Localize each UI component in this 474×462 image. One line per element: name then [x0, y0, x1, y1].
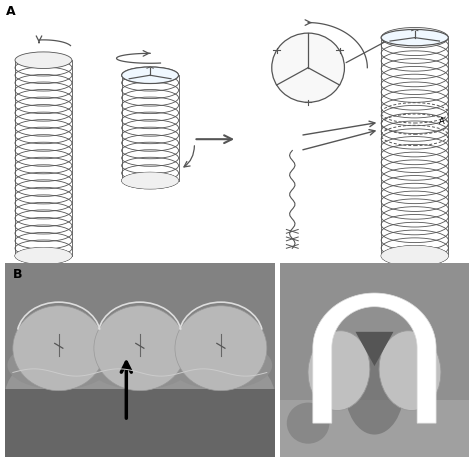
Circle shape — [287, 402, 329, 444]
Circle shape — [272, 33, 345, 102]
Ellipse shape — [381, 246, 448, 266]
Ellipse shape — [381, 246, 448, 266]
Polygon shape — [313, 293, 436, 423]
Text: A: A — [438, 117, 444, 126]
Polygon shape — [5, 389, 275, 457]
Ellipse shape — [122, 67, 179, 84]
Ellipse shape — [89, 341, 191, 389]
Ellipse shape — [15, 248, 72, 264]
Polygon shape — [356, 332, 393, 366]
Ellipse shape — [13, 306, 105, 391]
Ellipse shape — [308, 331, 370, 411]
Ellipse shape — [175, 306, 267, 391]
Ellipse shape — [381, 27, 448, 48]
Ellipse shape — [15, 52, 72, 68]
Ellipse shape — [94, 306, 186, 391]
Ellipse shape — [170, 341, 272, 389]
Polygon shape — [5, 263, 275, 457]
Ellipse shape — [379, 331, 441, 411]
Ellipse shape — [122, 172, 179, 189]
Ellipse shape — [5, 330, 275, 462]
Text: A: A — [6, 5, 16, 18]
Polygon shape — [280, 400, 469, 457]
Text: B: B — [13, 268, 22, 281]
Ellipse shape — [345, 343, 404, 435]
Ellipse shape — [381, 30, 448, 46]
Polygon shape — [280, 263, 469, 457]
Ellipse shape — [122, 67, 179, 84]
Ellipse shape — [8, 341, 110, 389]
Ellipse shape — [122, 172, 179, 189]
Ellipse shape — [15, 248, 72, 264]
